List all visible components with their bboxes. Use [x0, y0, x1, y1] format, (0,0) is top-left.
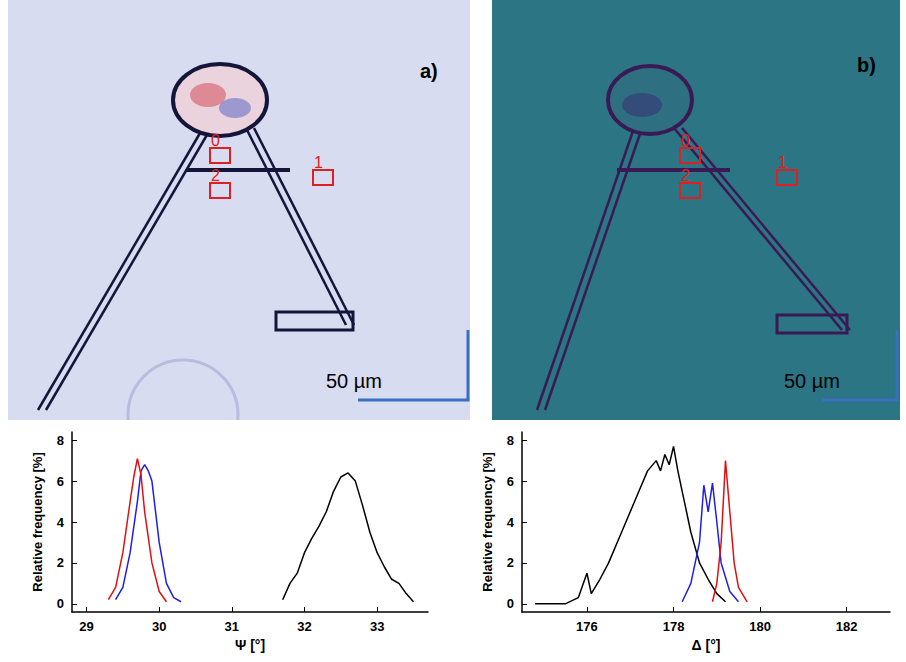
svg-text:0: 0	[507, 596, 514, 611]
svg-text:50 µm: 50 µm	[326, 370, 382, 392]
svg-text:33: 33	[370, 619, 384, 634]
svg-text:4: 4	[57, 515, 65, 530]
svg-text:0: 0	[211, 132, 220, 149]
svg-text:2: 2	[681, 167, 690, 184]
svg-text:0: 0	[681, 132, 690, 149]
svg-text:178: 178	[663, 619, 685, 634]
svg-text:b): b)	[857, 54, 876, 76]
svg-text:29: 29	[79, 619, 93, 634]
svg-text:2: 2	[211, 167, 220, 184]
svg-text:176: 176	[576, 619, 598, 634]
svg-text:a): a)	[420, 60, 438, 82]
svg-text:8: 8	[57, 433, 64, 448]
svg-text:2: 2	[57, 555, 64, 570]
svg-text:0: 0	[57, 596, 64, 611]
svg-text:Relative frequency [%]: Relative frequency [%]	[30, 452, 45, 591]
svg-text:6: 6	[57, 474, 64, 489]
svg-text:1: 1	[314, 154, 323, 171]
svg-text:30: 30	[152, 619, 166, 634]
svg-text:Relative frequency [%]: Relative frequency [%]	[480, 452, 495, 591]
svg-text:1: 1	[778, 154, 787, 171]
svg-text:6: 6	[507, 474, 514, 489]
svg-text:8: 8	[507, 433, 514, 448]
svg-text:2: 2	[507, 555, 514, 570]
svg-text:32: 32	[297, 619, 311, 634]
svg-text:50 µm: 50 µm	[784, 370, 840, 392]
svg-text:180: 180	[749, 619, 771, 634]
svg-text:182: 182	[836, 619, 858, 634]
svg-text:Ψ [°]: Ψ [°]	[235, 637, 265, 653]
svg-text:4: 4	[507, 515, 515, 530]
svg-text:Δ [°]: Δ [°]	[692, 637, 721, 653]
svg-text:31: 31	[225, 619, 239, 634]
